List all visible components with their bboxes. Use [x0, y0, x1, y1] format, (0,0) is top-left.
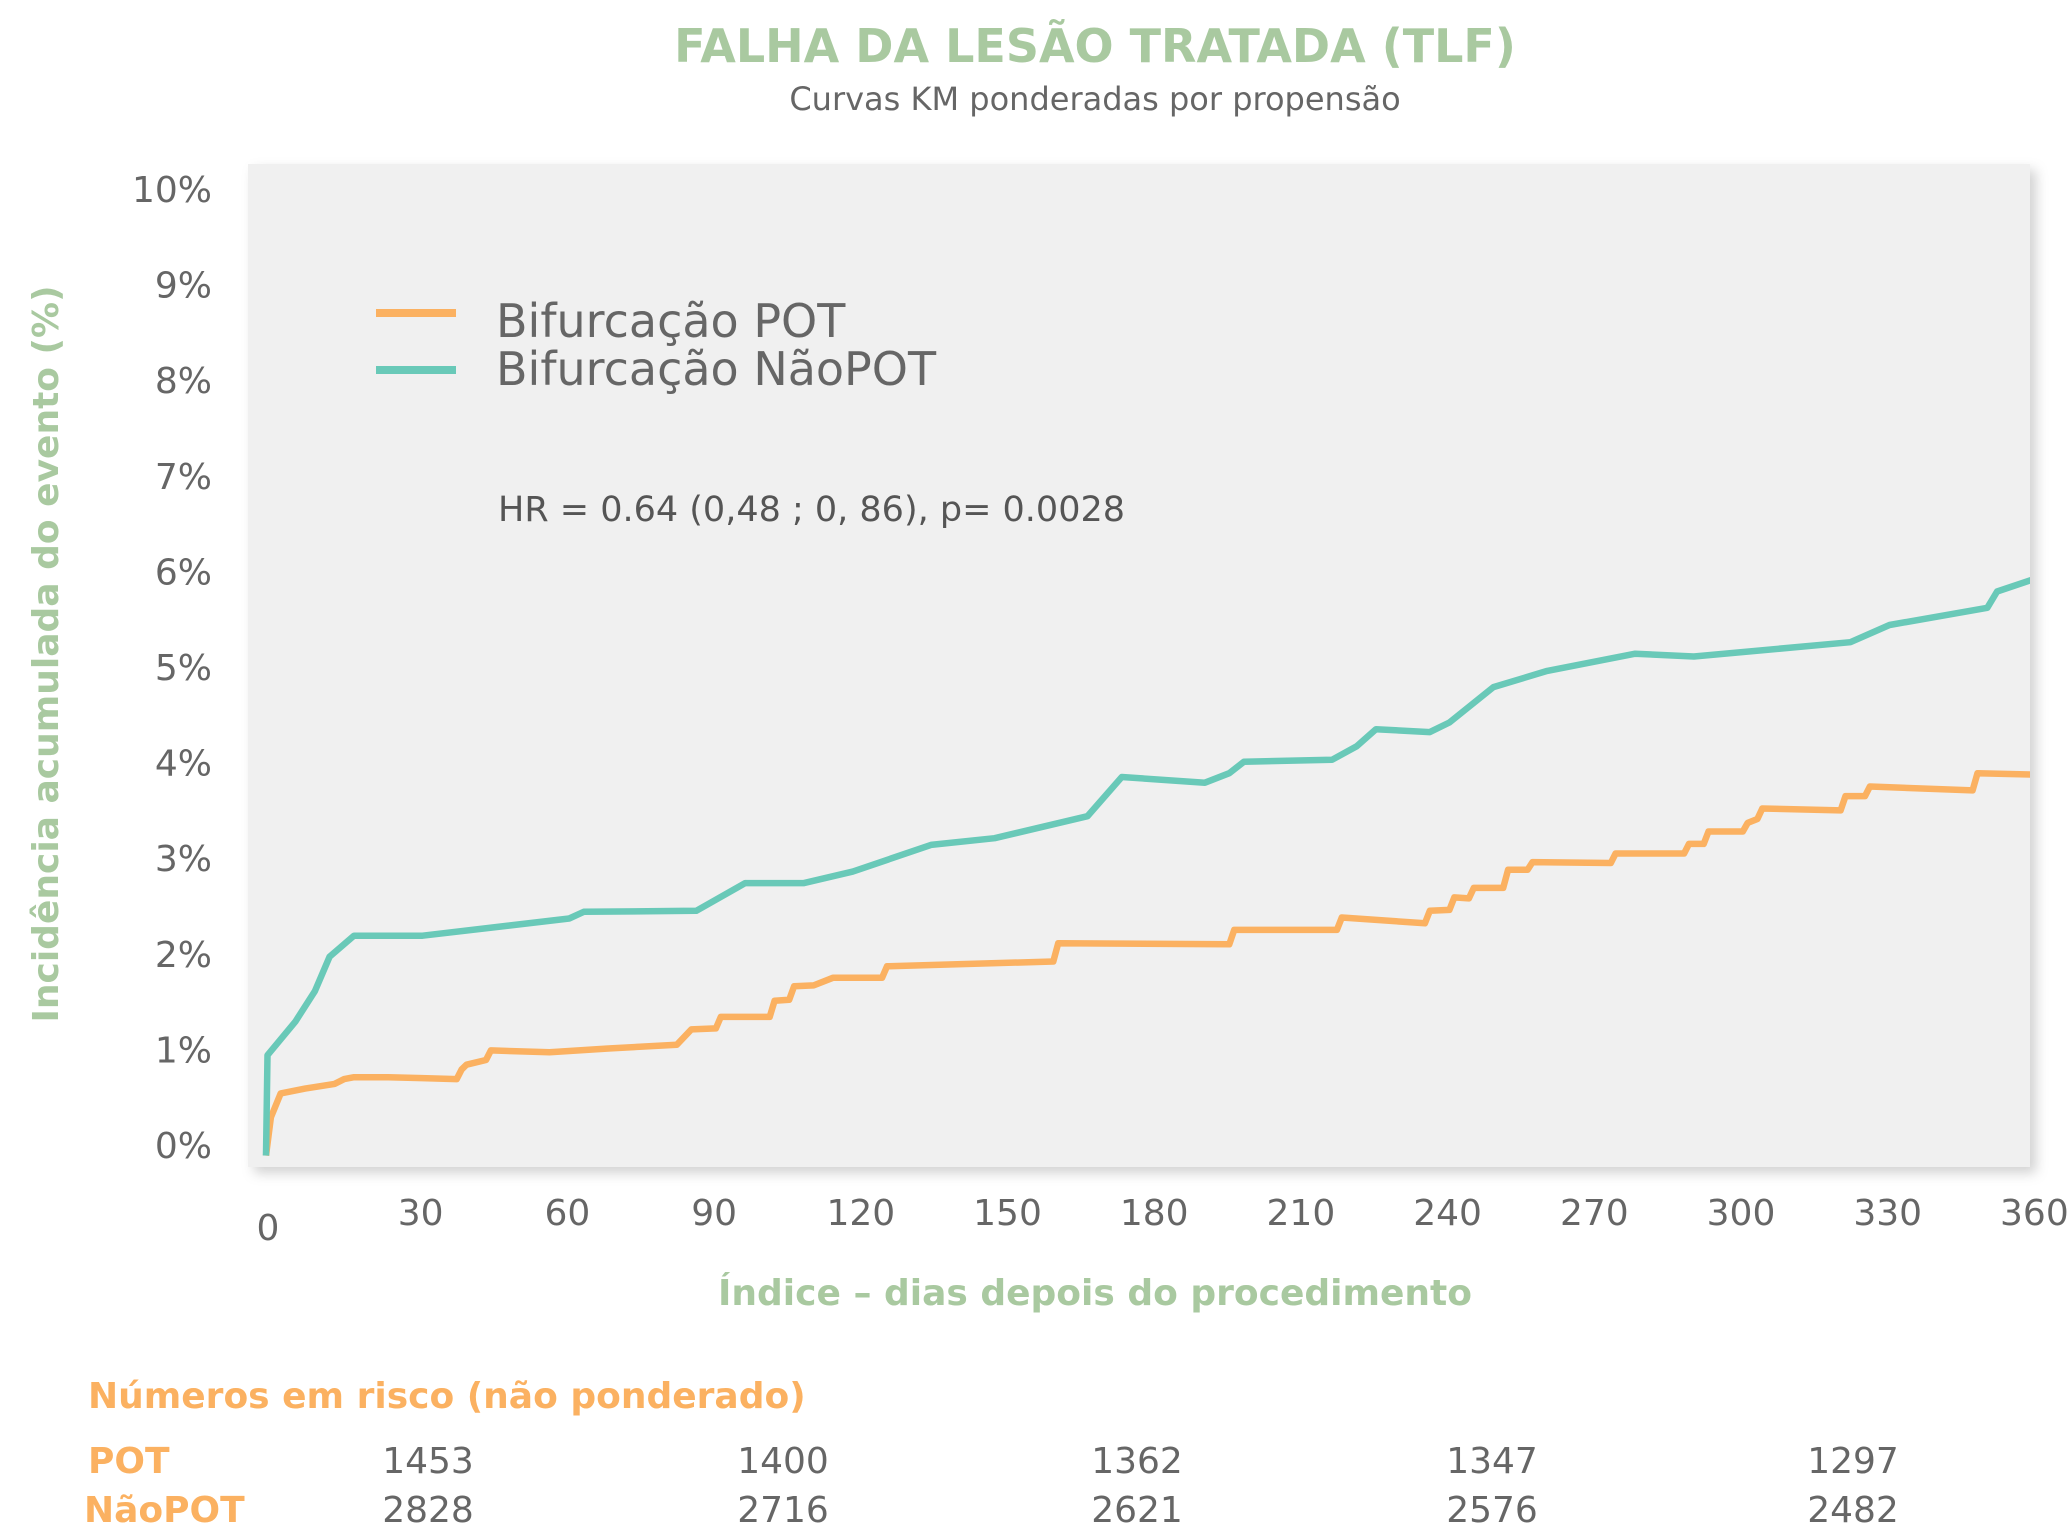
- x-tick-label: 30: [398, 1193, 444, 1234]
- x-tick-label: 330: [1853, 1193, 1922, 1234]
- risk-value: 1297: [1807, 1441, 1899, 1482]
- legend-label-pot: Bifurcação POT: [496, 294, 846, 348]
- plot-area: [248, 164, 2030, 1167]
- y-axis-label: Incidência acumulada do evento (%): [26, 285, 67, 1022]
- chart-subtitle: Curvas KM ponderadas por propensão: [789, 80, 1400, 118]
- hazard-ratio-annotation: HR = 0.64 (0,48 ; 0, 86), p= 0.0028: [498, 490, 1125, 530]
- risk-row-label: NãoPOT: [84, 1490, 245, 1531]
- x-tick-label: 180: [1120, 1193, 1189, 1234]
- numbers-at-risk-table: POT 1453 1400 1362 1347 1297 NãoPOT 2828 2716 262…: [84, 1441, 1899, 1531]
- x-tick-label: 150: [973, 1193, 1042, 1234]
- chart-title: FALHA DA LESÃO TRATADA (TLF): [674, 18, 1516, 73]
- x-tick-label: 60: [544, 1193, 590, 1234]
- series-lines: [262, 577, 2030, 1157]
- y-axis-ticks: 0% 1% 2% 3% 4% 5% 6% 7% 8% 9% 10%: [132, 170, 212, 1167]
- risk-value: 1347: [1446, 1441, 1538, 1482]
- x-tick-label: 210: [1267, 1193, 1336, 1234]
- y-tick-label: 8%: [155, 361, 212, 402]
- risk-row-label: POT: [88, 1441, 170, 1482]
- y-tick-label: 6%: [155, 552, 212, 593]
- risk-value: 1362: [1091, 1441, 1183, 1482]
- y-tick-label: 9%: [155, 266, 212, 307]
- y-tick-label: 1%: [155, 1030, 212, 1071]
- y-tick-label: 4%: [155, 744, 212, 785]
- series-line-pot: [262, 769, 2030, 1157]
- x-tick-label: 120: [826, 1193, 895, 1234]
- risk-value: 2828: [382, 1490, 474, 1531]
- y-tick-label: 5%: [155, 648, 212, 689]
- x-tick-label: 0: [257, 1208, 280, 1249]
- series-line-naopot: [262, 577, 2030, 1156]
- x-tick-label: 360: [2000, 1193, 2069, 1234]
- risk-value: 1400: [737, 1441, 829, 1482]
- y-tick-label: 10%: [132, 170, 212, 211]
- x-axis-label: Índice – dias depois do procedimento: [718, 1272, 1472, 1314]
- y-tick-label: 2%: [155, 935, 212, 976]
- x-tick-label: 240: [1413, 1193, 1482, 1234]
- numbers-at-risk-title: Números em risco (não ponderado): [88, 1376, 806, 1417]
- risk-value: 1453: [382, 1441, 474, 1482]
- legend-label-naopot: Bifurcação NãoPOT: [496, 342, 937, 396]
- risk-value: 2576: [1446, 1490, 1538, 1531]
- y-tick-label: 7%: [155, 457, 212, 498]
- x-tick-label: 90: [691, 1193, 737, 1234]
- y-tick-label: 0%: [155, 1126, 212, 1167]
- x-tick-label: 270: [1560, 1193, 1629, 1234]
- x-tick-label: 300: [1707, 1193, 1776, 1234]
- risk-value: 2621: [1091, 1490, 1183, 1531]
- risk-value: 2716: [737, 1490, 829, 1531]
- risk-value: 2482: [1807, 1490, 1899, 1531]
- x-axis-ticks: 0 30 60 90 120 150 180 210 240 270 300 330 360: [257, 1193, 2069, 1249]
- legend: Bifurcação POT Bifurcação NãoPOT: [376, 294, 937, 396]
- y-tick-label: 3%: [155, 839, 212, 880]
